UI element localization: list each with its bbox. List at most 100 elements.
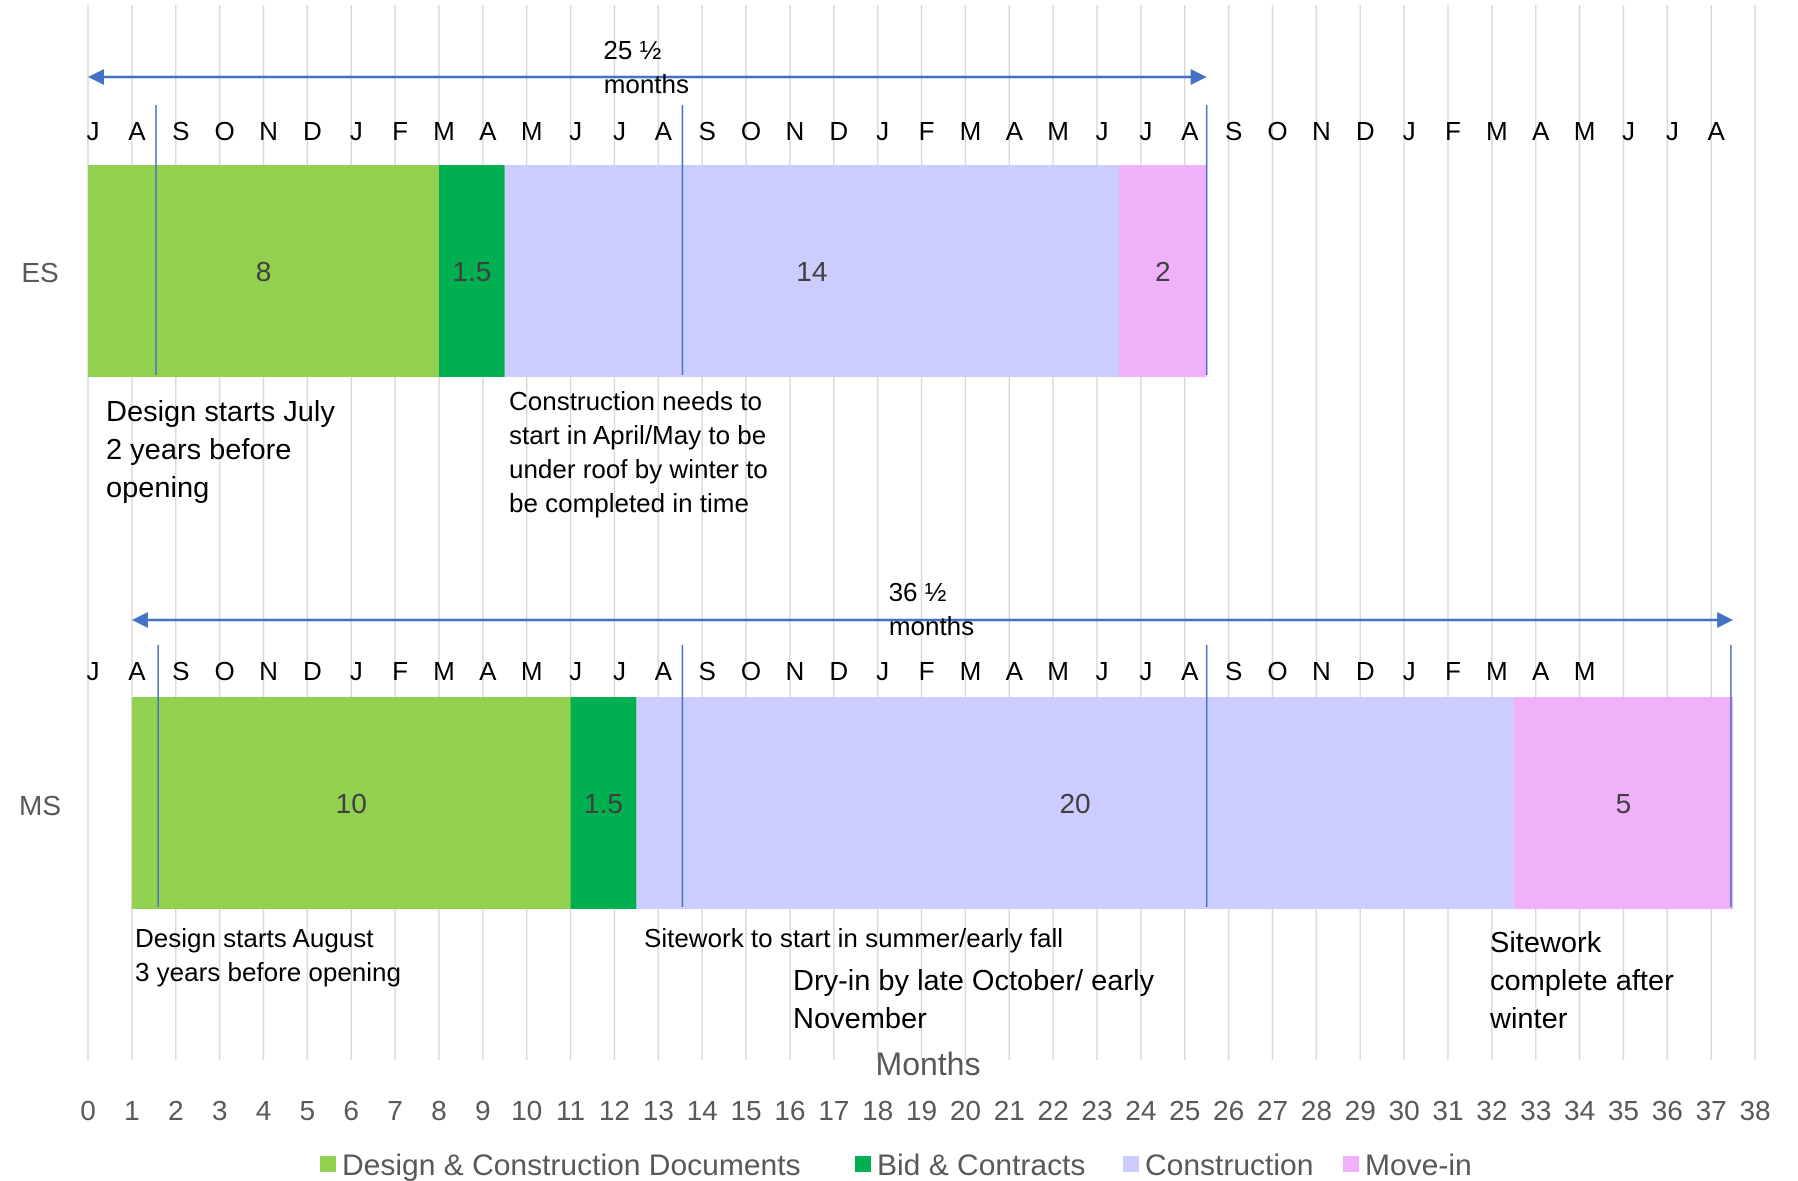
legend-label: Move-in — [1365, 1149, 1472, 1181]
month-letter: J — [569, 116, 582, 146]
x-tick-label: 35 — [1608, 1095, 1639, 1126]
bar-es-2 — [438, 165, 505, 377]
legend-label: Construction — [1145, 1149, 1313, 1181]
legend-label: Design & Construction Documents — [342, 1149, 801, 1181]
month-letter: J — [1403, 656, 1416, 686]
category-label: MS — [19, 790, 61, 821]
x-axis-title: Months — [876, 1046, 981, 1082]
month-letter: F — [919, 656, 935, 686]
annotation-ms-sitework-complete: winter — [1489, 1003, 1568, 1035]
month-letter: A — [1006, 116, 1024, 146]
month-letter: D — [1356, 116, 1375, 146]
annotation-es-design: Design starts July — [106, 396, 335, 428]
bar-value-label: 20 — [1059, 788, 1090, 819]
annotations: Design starts July 2 years before opening C… — [106, 386, 1674, 1035]
bars: 8 1.5 14 2 10 1.5 20 5 — [88, 165, 1734, 909]
annotation-es-construction: under roof by winter to — [509, 454, 768, 484]
month-letter: A — [1708, 116, 1726, 146]
month-letter: M — [1047, 116, 1069, 146]
month-letter: M — [521, 116, 543, 146]
bar-value-label: 2 — [1155, 256, 1171, 287]
month-letter: A — [128, 656, 146, 686]
span-label: months — [889, 611, 974, 641]
annotation-ms-sitework-complete: complete after — [1490, 965, 1674, 997]
month-letter: M — [1486, 656, 1508, 686]
bar-value-label: 1.5 — [584, 788, 623, 819]
month-letter: S — [172, 656, 189, 686]
month-letter: M — [433, 116, 455, 146]
x-tick-label: 34 — [1564, 1095, 1595, 1126]
x-tick-label: 24 — [1125, 1095, 1156, 1126]
month-letter: A — [1532, 656, 1550, 686]
x-tick-label: 13 — [643, 1095, 674, 1126]
span-label: months — [604, 69, 689, 99]
month-letter: D — [829, 116, 848, 146]
x-tick-label: 30 — [1389, 1095, 1420, 1126]
month-letter: J — [876, 116, 889, 146]
x-tick-label: 14 — [687, 1095, 718, 1126]
month-letter: N — [1312, 116, 1331, 146]
bar-value-label: 8 — [256, 256, 272, 287]
month-letter: A — [1532, 116, 1550, 146]
x-tick-label: 32 — [1476, 1095, 1507, 1126]
month-letter: J — [613, 116, 626, 146]
x-tick-label: 25 — [1169, 1095, 1200, 1126]
month-letter: D — [303, 116, 322, 146]
x-tick-label: 17 — [818, 1095, 849, 1126]
month-letter: S — [699, 116, 716, 146]
x-tick-label: 7 — [387, 1095, 403, 1126]
annotation-es-construction: Construction needs to — [509, 386, 762, 416]
bar-ms-2 — [570, 697, 637, 909]
category-label: ES — [21, 257, 58, 288]
bar-es-4 — [1118, 165, 1207, 377]
x-tick-label: 19 — [906, 1095, 937, 1126]
month-letter: F — [1445, 116, 1461, 146]
duration-spans: 25 ½ months 36 ½ months — [88, 35, 1734, 641]
x-tick-label: 0 — [80, 1095, 96, 1126]
bar-value-label: 14 — [796, 256, 827, 287]
month-letter: A — [479, 116, 497, 146]
legend: Design & Construction Documents Bid & Con… — [320, 1149, 1472, 1181]
month-markers — [155, 105, 1732, 907]
month-letter: S — [172, 116, 189, 146]
month-letter: J — [876, 656, 889, 686]
month-letter: J — [1096, 656, 1109, 686]
month-letter: A — [1181, 656, 1199, 686]
annotation-es-construction: be completed in time — [509, 488, 749, 518]
month-letter: D — [1356, 656, 1375, 686]
x-tick-label: 11 — [556, 1095, 585, 1126]
month-letter: N — [1312, 656, 1331, 686]
span-arrowhead-right — [1190, 69, 1207, 85]
bar-ms-1 — [131, 697, 571, 909]
category-labels: ES MS — [19, 257, 61, 821]
month-letter: A — [479, 656, 497, 686]
month-letter: M — [1574, 656, 1596, 686]
x-tick-label: 6 — [343, 1095, 359, 1126]
x-tick-label: 9 — [475, 1095, 491, 1126]
month-letter: M — [433, 656, 455, 686]
month-letter: M — [521, 656, 543, 686]
month-letter: M — [1047, 656, 1069, 686]
month-letter: J — [1622, 116, 1635, 146]
annotation-ms-dryin: Dry-in by late October/ early — [793, 965, 1155, 997]
month-letter: J — [1096, 116, 1109, 146]
month-letter: J — [350, 656, 363, 686]
month-letter: M — [1574, 116, 1596, 146]
x-tick-label: 2 — [168, 1095, 184, 1126]
x-tick-label: 27 — [1257, 1095, 1288, 1126]
annotation-ms-sitework-start: Sitework to start in summer/early fall — [644, 923, 1063, 953]
month-letter: N — [259, 656, 278, 686]
month-letter: J — [1139, 656, 1152, 686]
annotation-ms-design: Design starts August — [135, 923, 374, 953]
month-letter: A — [655, 656, 673, 686]
x-tick-label: 10 — [511, 1095, 542, 1126]
span-label: 25 ½ — [603, 35, 661, 65]
x-tick-label: 8 — [431, 1095, 447, 1126]
month-letter: O — [214, 116, 234, 146]
x-tick-label: 26 — [1213, 1095, 1244, 1126]
annotation-ms-sitework-complete: Sitework — [1490, 927, 1602, 959]
bar-es-3 — [504, 165, 1119, 377]
x-tick-label: 12 — [599, 1095, 630, 1126]
month-letter: N — [259, 116, 278, 146]
